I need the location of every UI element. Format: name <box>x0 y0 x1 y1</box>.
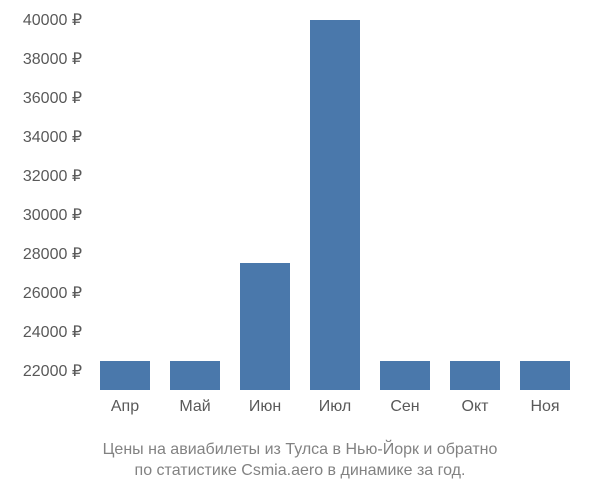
y-tick-label: 22000 ₽ <box>23 361 90 381</box>
x-tick-label: Ноя <box>530 390 559 416</box>
bar-slot: Июн <box>230 20 300 390</box>
y-tick-label: 36000 ₽ <box>23 88 90 108</box>
bar <box>520 361 570 390</box>
price-chart: 22000 ₽ 24000 ₽ 26000 ₽ 28000 ₽ 30000 ₽ 32000… <box>0 0 600 500</box>
x-tick-label: Окт <box>462 390 489 416</box>
bar-slot: Сен <box>370 20 440 390</box>
bar-slot: Июл <box>300 20 370 390</box>
bar <box>240 263 290 390</box>
chart-caption: Цены на авиабилеты из Тулса в Нью-Йорк и… <box>0 439 600 482</box>
x-tick-label: Июл <box>319 390 351 416</box>
bar <box>380 361 430 390</box>
bar <box>100 361 150 390</box>
x-tick-label: Апр <box>111 390 139 416</box>
bar-slot: Май <box>160 20 230 390</box>
y-tick-label: 26000 ₽ <box>23 283 90 303</box>
bars-container: АпрМайИюнИюлСенОктНоя <box>90 20 580 390</box>
bar-slot: Апр <box>90 20 160 390</box>
caption-line-1: Цены на авиабилеты из Тулса в Нью-Йорк и… <box>103 441 498 458</box>
bar-slot: Ноя <box>510 20 580 390</box>
plot-area: 22000 ₽24000 ₽26000 ₽28000 ₽30000 ₽32000… <box>90 20 580 390</box>
y-tick-label: 40000 ₽ <box>23 10 90 30</box>
y-tick-label: 34000 ₽ <box>23 127 90 147</box>
x-tick-label: Июн <box>249 390 281 416</box>
bar <box>170 361 220 390</box>
x-tick-label: Сен <box>390 390 419 416</box>
y-tick-label: 24000 ₽ <box>23 322 90 342</box>
y-tick-label: 32000 ₽ <box>23 166 90 186</box>
bar-slot: Окт <box>440 20 510 390</box>
y-tick-label: 30000 ₽ <box>23 205 90 225</box>
bar <box>450 361 500 390</box>
y-tick-label: 28000 ₽ <box>23 244 90 264</box>
caption-line-2: по статистике Csmia.aero в динамике за г… <box>135 462 466 479</box>
y-tick-label: 38000 ₽ <box>23 49 90 69</box>
x-tick-label: Май <box>179 390 210 416</box>
bar <box>310 20 360 390</box>
